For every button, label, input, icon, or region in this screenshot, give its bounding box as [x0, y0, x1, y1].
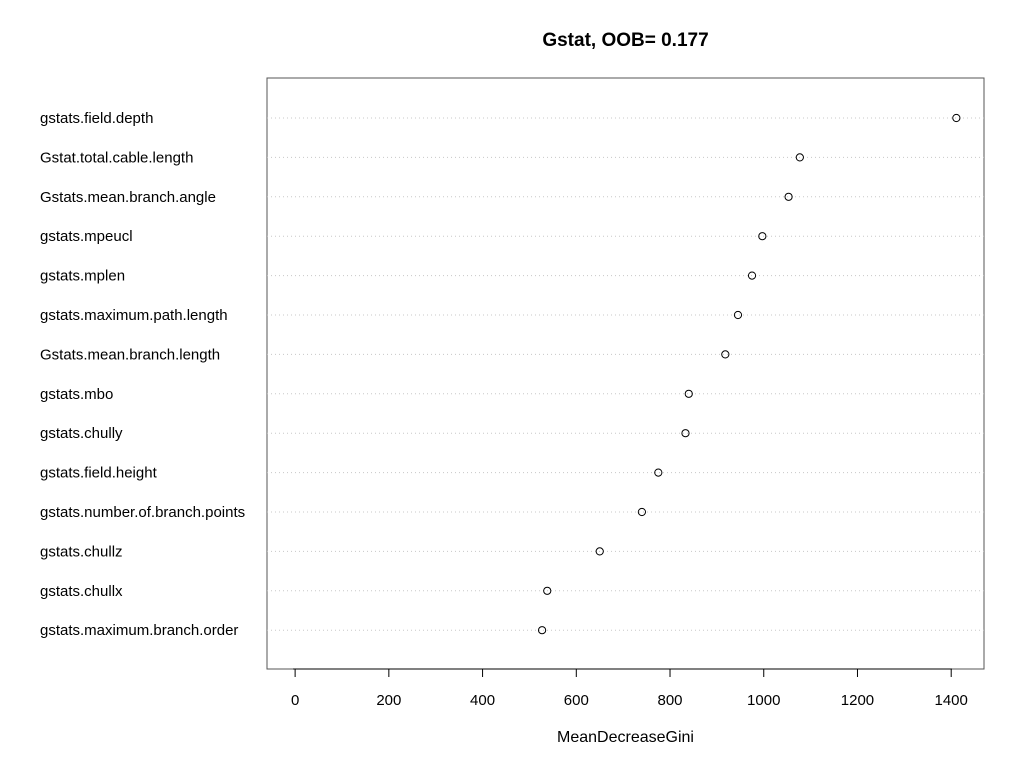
- x-tick-label: 1000: [747, 692, 780, 709]
- data-point: [784, 192, 793, 201]
- data-point: [747, 271, 757, 280]
- category-label: gstats.chullz: [40, 543, 123, 560]
- x-tick-label: 600: [564, 692, 589, 709]
- x-axis-label: MeanDecreaseGini: [557, 729, 694, 746]
- data-point: [543, 586, 552, 595]
- x-tick-label: 0: [291, 692, 299, 709]
- category-label: gstats.mplen: [40, 268, 125, 285]
- data-point: [654, 468, 663, 477]
- x-tick-label: 800: [658, 692, 683, 709]
- category-label: gstats.chully: [40, 425, 123, 442]
- data-point: [758, 232, 767, 241]
- data-point: [595, 547, 604, 556]
- category-label: Gstats.mean.branch.angle: [40, 189, 216, 206]
- category-label: gstats.maximum.path.length: [40, 307, 228, 324]
- x-tick-label: 1200: [841, 692, 874, 709]
- category-label: gstats.field.depth: [40, 110, 153, 127]
- data-point: [684, 389, 693, 398]
- category-label: gstats.field.height: [40, 465, 158, 482]
- chart-title: Gstat, OOB= 0.177: [542, 30, 709, 51]
- data-point: [952, 113, 961, 123]
- category-label: gstats.mpeucl: [40, 228, 133, 245]
- x-tick-label: 1400: [935, 692, 968, 709]
- data-point: [681, 429, 690, 438]
- data-point: [537, 626, 547, 635]
- data-point: [721, 350, 730, 359]
- category-label: gstats.maximum.branch.order: [40, 622, 238, 639]
- data-point: [637, 507, 647, 517]
- plot-frame: [266, 77, 985, 670]
- data-point: [733, 310, 743, 320]
- data-point: [795, 153, 804, 162]
- category-label: Gstats.mean.branch.length: [40, 346, 220, 363]
- category-label: gstats.number.of.branch.points: [40, 504, 245, 521]
- x-tick-label: 400: [470, 692, 495, 709]
- category-label: Gstat.total.cable.length: [40, 149, 193, 166]
- category-label: gstats.chullx: [40, 583, 123, 600]
- x-tick-label: 200: [376, 692, 401, 709]
- category-label: gstats.mbo: [40, 386, 113, 403]
